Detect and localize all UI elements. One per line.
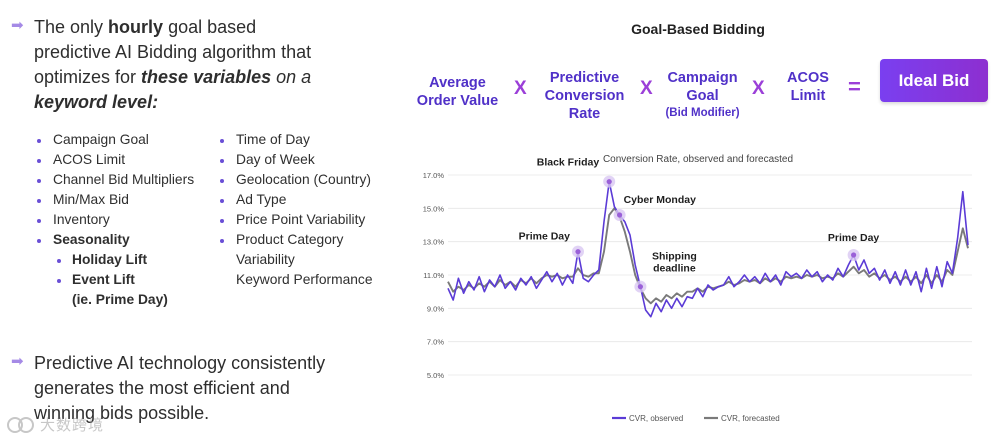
formula-term-average-order-value: Average Order Value (416, 75, 499, 109)
annotation-label: Cyber Monday (624, 194, 697, 206)
chart-annotations: Black Friday Cyber Monday Prime Day Shippin… (519, 157, 880, 293)
y-tick-label: 5.0% (427, 371, 444, 380)
annotation-label: Prime Day (828, 232, 880, 244)
chart-legend: CVR, observed CVR, forecasted (612, 414, 780, 423)
conversion-rate-chart: Conversion Rate, observed and forecasted… (423, 154, 972, 423)
series-line-forecasted (447, 207, 969, 305)
y-tick-label: 13.0% (423, 238, 445, 247)
formula-equals-sign: = (848, 74, 861, 99)
formula-term-conversion-rate: Predictive Conversion Rate (544, 70, 625, 122)
list-item: Event Lift (34, 270, 219, 290)
annotation-label: deadline (653, 263, 696, 275)
list-item: ACOS Limit (34, 150, 219, 170)
watermark: 大数跨境 (6, 414, 104, 435)
list-item: Keyword Performance (236, 272, 373, 287)
formula-term-campaign-goal: Campaign Goal (Bid Modifier) (665, 70, 740, 119)
formula-multiply-sign: X (514, 78, 527, 99)
list-item: Holiday Lift (34, 250, 219, 270)
chart-grid (448, 174, 972, 376)
closing-paragraph: Predictive AI technology consistently ge… (34, 353, 326, 423)
list-item: Campaign Goal (34, 130, 219, 150)
list-item: Product Category Variability (217, 230, 395, 270)
annotation-marker-dot (575, 249, 581, 255)
list-item: Channel Bid Multipliers (34, 170, 219, 190)
legend-label: CVR, forecasted (721, 414, 780, 423)
formula-term-acos-limit: ACOS Limit (787, 70, 829, 104)
chart-series (447, 180, 969, 318)
annotation-marker-dot (617, 212, 623, 218)
list-item: Time of Day (217, 130, 395, 150)
ideal-bid-badge: Ideal Bid (880, 59, 988, 102)
list-item: Inventory (34, 210, 219, 230)
formula-title: Goal-Based Bidding (631, 21, 765, 37)
y-tick-label: 7.0% (427, 338, 444, 347)
variables-list-left: Campaign Goal ACOS Limit Channel Bid Mul… (34, 130, 219, 310)
arrow-bullet-icon: ➡ (11, 353, 24, 370)
intro-paragraph: The only hourly goal based predictive AI… (34, 17, 312, 112)
y-tick-label: 11.0% (423, 271, 444, 280)
formula-multiply-sign: X (640, 78, 653, 99)
y-tick-label: 15.0% (423, 204, 445, 213)
list-item: Ad Type (217, 190, 395, 210)
watermark-text: 大数跨境 (40, 416, 105, 434)
list-item: Day of Week (217, 150, 395, 170)
annotation-marker-dot (851, 252, 857, 258)
annotation-label: Prime Day (519, 231, 571, 243)
series-line-observed (447, 180, 969, 318)
list-item: Price Point Variability (217, 210, 395, 230)
list-item: Seasonality (34, 230, 219, 250)
chart-title: Conversion Rate, observed and forecasted (603, 154, 793, 165)
annotation-label: Black Friday (537, 157, 600, 169)
variables-list-right: Time of Day Day of Week Geolocation (Cou… (217, 130, 395, 290)
annotation-marker-dot (606, 179, 612, 185)
legend-label: CVR, observed (629, 414, 683, 423)
watermark-logo-icon (7, 416, 34, 433)
formula-multiply-sign: X (752, 78, 765, 99)
list-item: (ie. Prime Day) (72, 292, 168, 307)
list-item: Geolocation (Country) (217, 170, 395, 190)
arrow-bullet-icon: ➡ (11, 17, 24, 34)
y-tick-label: 17.0% (423, 171, 445, 180)
annotation-marker-dot (637, 284, 643, 290)
list-item: Min/Max Bid (34, 190, 219, 210)
y-tick-label: 9.0% (427, 304, 444, 313)
y-axis-ticks: 17.0% 15.0% 13.0% 11.0% 9.0% 7.0% 5.0% (423, 171, 445, 380)
annotation-label: Shipping (652, 251, 697, 263)
